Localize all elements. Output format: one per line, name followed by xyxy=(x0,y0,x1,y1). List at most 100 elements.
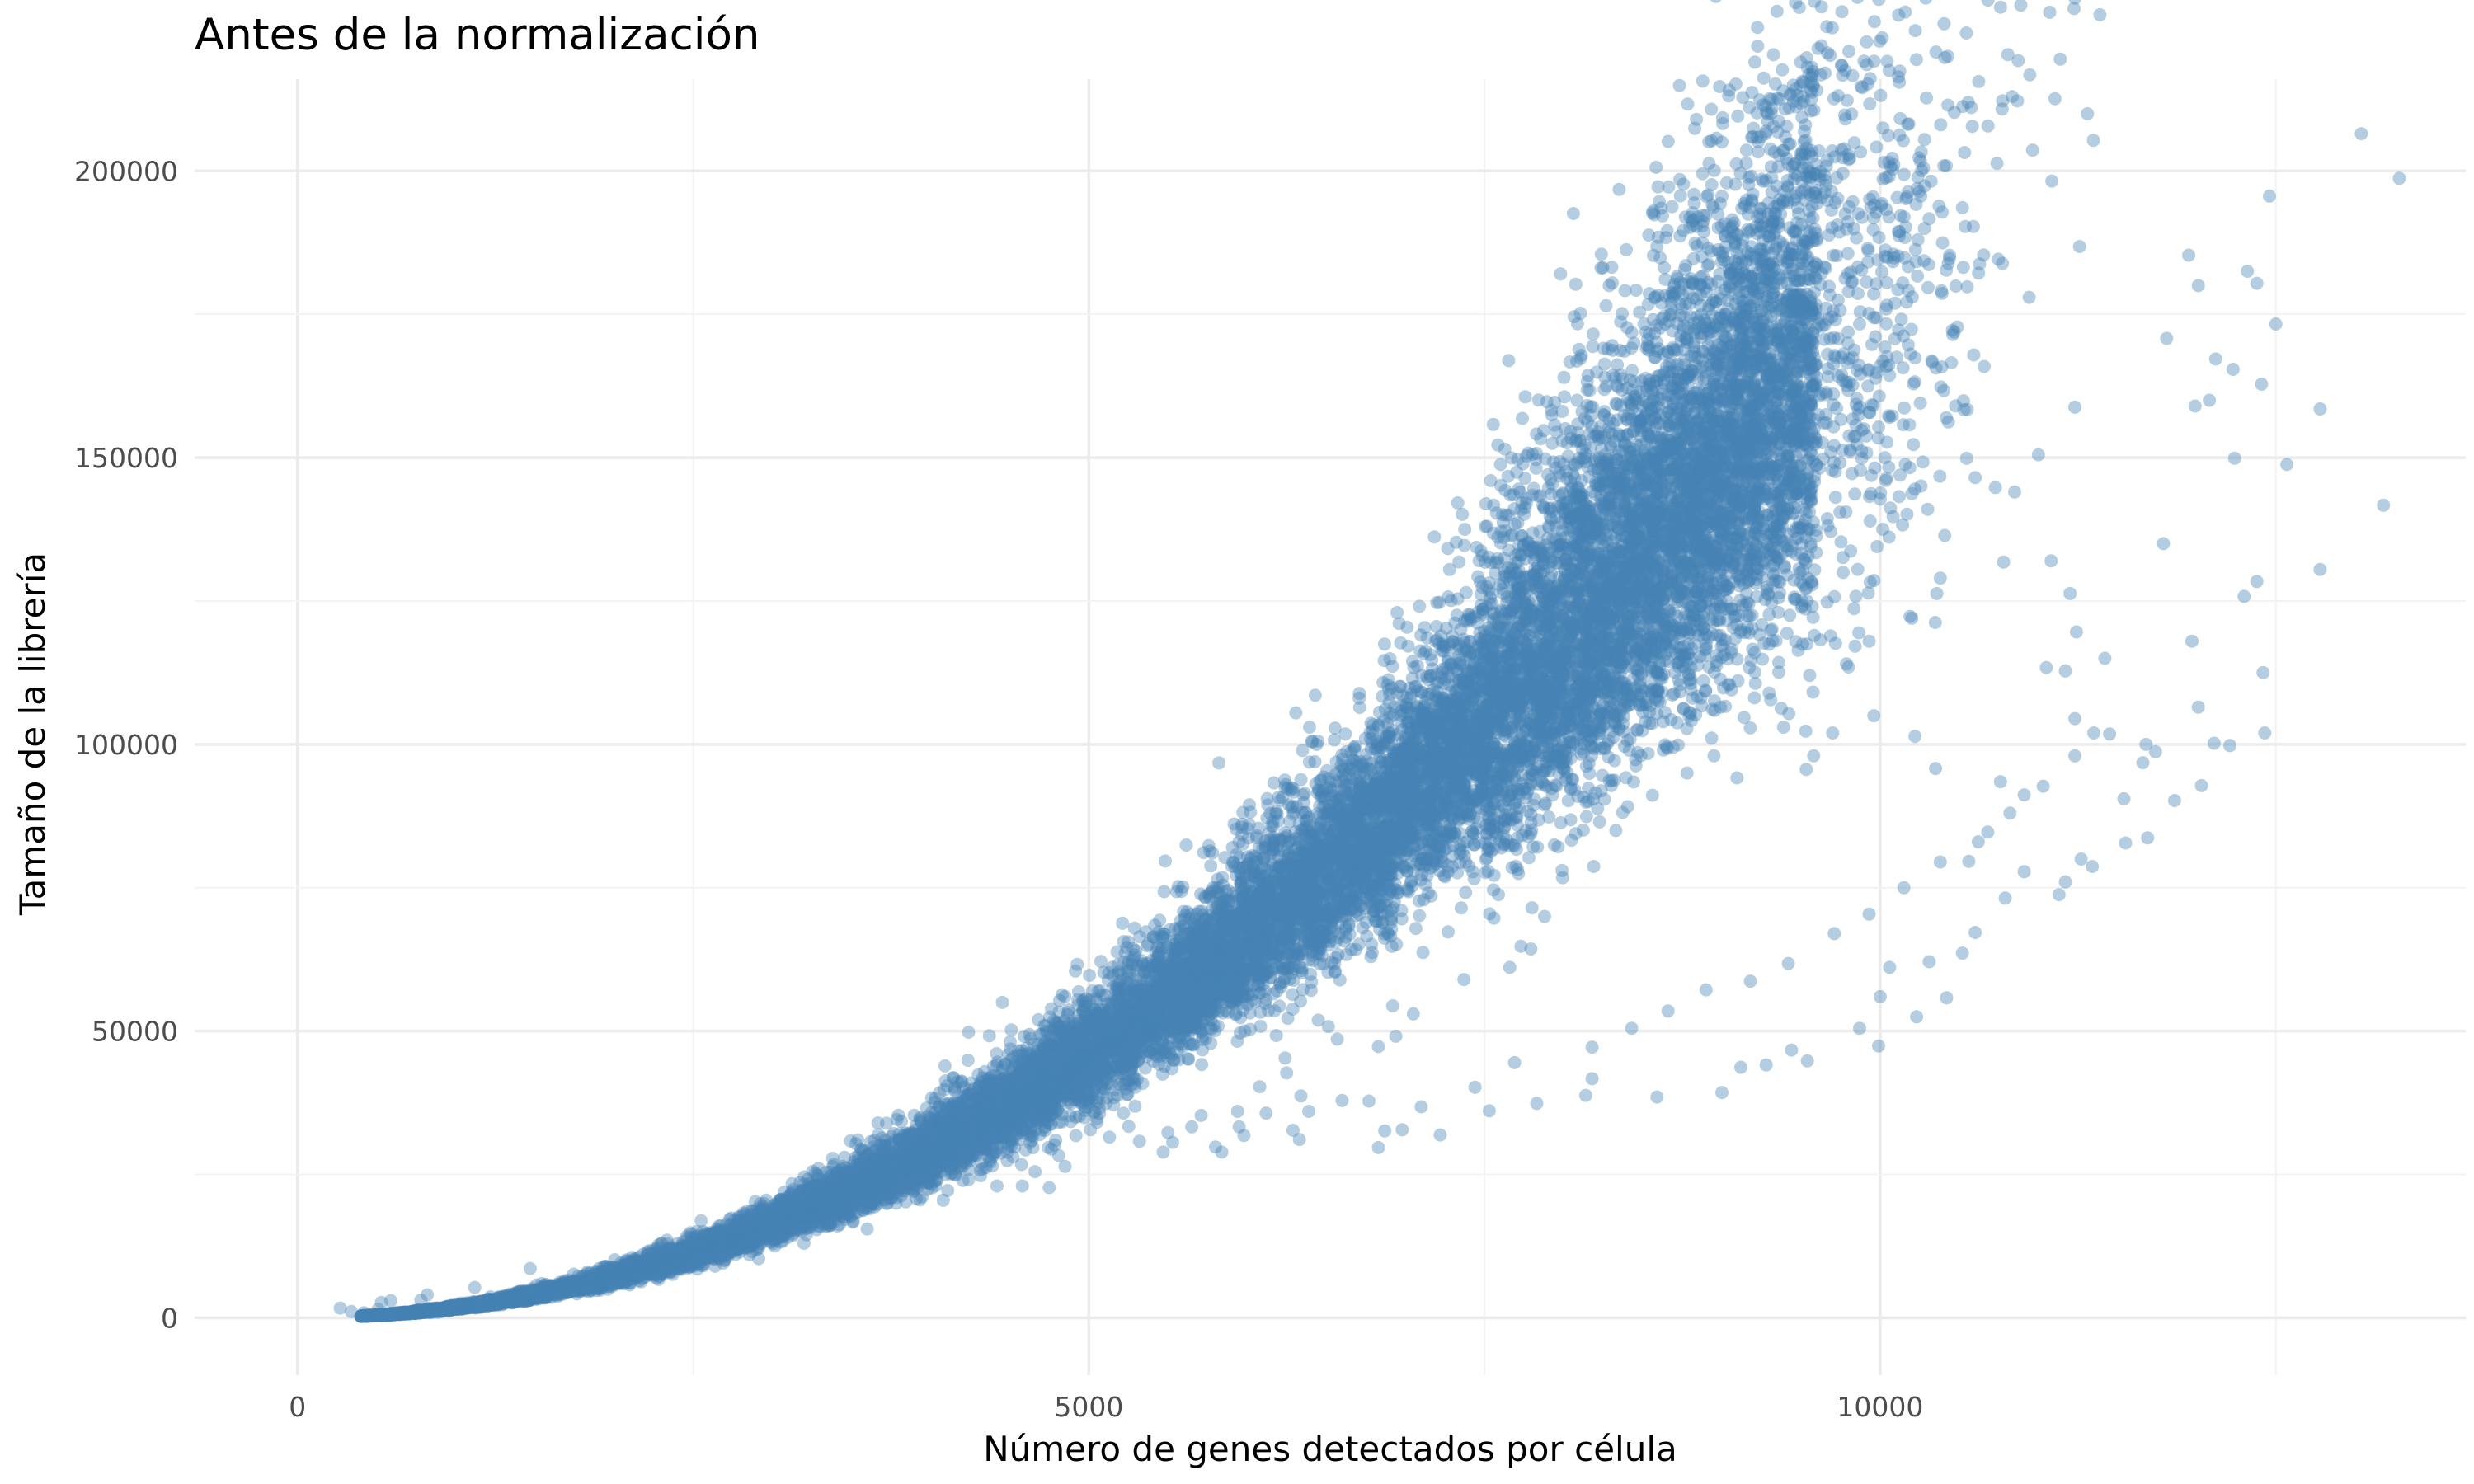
data-point xyxy=(1348,865,1362,879)
data-point xyxy=(1015,1066,1029,1080)
data-point xyxy=(1758,417,1772,431)
data-point xyxy=(847,1194,861,1208)
data-point xyxy=(510,1294,523,1308)
data-point xyxy=(981,1083,995,1097)
data-point xyxy=(1055,1027,1069,1041)
data-point xyxy=(1934,118,1948,132)
data-point xyxy=(1610,453,1624,467)
data-point xyxy=(2053,52,2067,66)
data-point xyxy=(714,1219,727,1233)
data-point xyxy=(1619,530,1633,544)
data-point xyxy=(541,1285,555,1299)
data-point xyxy=(1882,530,1896,544)
data-point xyxy=(1451,496,1465,510)
data-point xyxy=(375,1308,389,1322)
grid-lines xyxy=(195,79,2466,1375)
data-point xyxy=(1748,676,1762,690)
data-point xyxy=(1371,914,1385,928)
data-point xyxy=(1659,541,1673,555)
data-point xyxy=(1578,690,1592,704)
data-point xyxy=(1395,708,1409,722)
data-point xyxy=(359,1308,373,1322)
data-point xyxy=(1620,695,1634,709)
data-point xyxy=(1693,573,1707,587)
data-point xyxy=(1961,96,1975,110)
data-point xyxy=(1004,1023,1018,1037)
data-point xyxy=(461,1298,475,1313)
data-point xyxy=(830,1166,844,1180)
data-point xyxy=(1990,157,2004,171)
data-point xyxy=(622,1268,635,1282)
data-point xyxy=(1790,380,1804,394)
data-point xyxy=(781,1200,795,1214)
data-point xyxy=(1897,167,1911,181)
data-point xyxy=(737,1229,751,1243)
data-point xyxy=(1587,792,1600,806)
data-point xyxy=(627,1261,641,1275)
data-point xyxy=(1867,15,1881,29)
data-point xyxy=(869,1186,883,1200)
data-point xyxy=(1278,826,1292,839)
data-point xyxy=(729,1234,742,1248)
data-point xyxy=(1713,420,1727,434)
data-point xyxy=(1959,219,1973,233)
data-point xyxy=(1647,531,1661,545)
data-point xyxy=(1867,211,1880,225)
data-point xyxy=(746,1227,760,1241)
data-point xyxy=(1993,0,2007,14)
data-point xyxy=(426,1303,440,1317)
data-point xyxy=(1041,1106,1055,1120)
data-point xyxy=(1759,273,1773,287)
data-point xyxy=(1216,915,1230,928)
data-point xyxy=(1423,840,1437,854)
data-point xyxy=(1554,267,1568,281)
data-point xyxy=(1872,0,1886,7)
data-point xyxy=(1799,724,1813,738)
data-point xyxy=(1792,1,1806,14)
data-point xyxy=(539,1284,553,1298)
data-point xyxy=(1311,828,1325,842)
data-point xyxy=(934,1148,948,1162)
data-point xyxy=(1007,1087,1021,1101)
data-point xyxy=(960,1101,974,1115)
data-point xyxy=(1875,31,1889,45)
data-point xyxy=(1972,74,1986,88)
data-point xyxy=(1149,1039,1163,1053)
data-point xyxy=(1389,816,1403,830)
data-point xyxy=(1798,312,1812,326)
data-point xyxy=(1959,451,1973,465)
data-point xyxy=(1540,661,1554,675)
data-point xyxy=(1524,768,1538,782)
data-point xyxy=(1759,546,1773,560)
data-point xyxy=(1454,901,1468,915)
data-point xyxy=(1072,1076,1086,1090)
data-point xyxy=(1846,412,1860,426)
data-point xyxy=(360,1308,374,1322)
data-point xyxy=(400,1306,414,1319)
data-point xyxy=(1098,1015,1112,1029)
data-point xyxy=(1512,782,1526,796)
data-point xyxy=(1874,88,1888,102)
data-point xyxy=(999,1106,1014,1120)
data-point xyxy=(1305,834,1319,848)
data-point xyxy=(1459,885,1473,899)
data-point xyxy=(783,1208,797,1222)
data-point xyxy=(1298,872,1312,886)
data-point xyxy=(941,1143,955,1157)
data-point xyxy=(1471,801,1484,815)
data-point xyxy=(1090,1021,1104,1036)
data-point xyxy=(807,1199,821,1213)
data-point xyxy=(369,1308,383,1322)
data-point xyxy=(1543,639,1556,653)
data-point xyxy=(1575,509,1589,523)
data-point xyxy=(1844,544,1858,558)
data-point xyxy=(1956,261,1970,275)
data-point xyxy=(1380,729,1394,743)
data-point xyxy=(918,1167,932,1181)
data-point xyxy=(1517,661,1531,675)
data-point xyxy=(1503,671,1517,685)
data-point xyxy=(1512,605,1526,619)
data-point xyxy=(749,1216,763,1230)
data-point xyxy=(687,1252,701,1266)
